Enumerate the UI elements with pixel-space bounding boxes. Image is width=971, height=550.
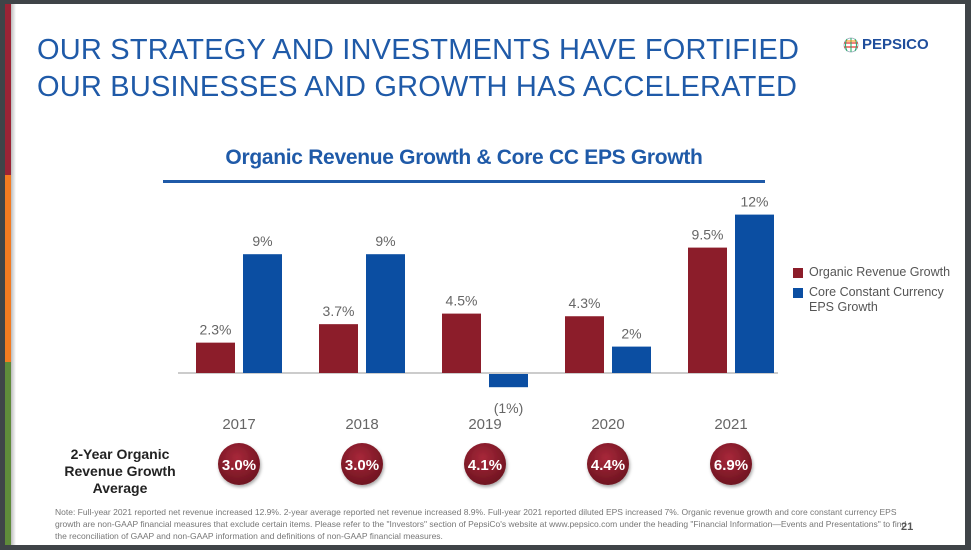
legend-label-eps: Core Constant Currency EPS Growth xyxy=(809,285,944,314)
legend-label-organic: Organic Revenue Growth xyxy=(809,265,951,279)
label-organic-2018: 3.7% xyxy=(323,303,355,319)
average-value-2020: 4.4% xyxy=(591,457,625,474)
x-tick-2021: 2021 xyxy=(714,416,747,433)
bar-organic-2017 xyxy=(196,342,235,373)
legend-item-eps: Core Constant Currency EPS Growth xyxy=(793,285,950,315)
x-tick-2019: 2019 xyxy=(468,416,501,433)
average-circle-2018 xyxy=(341,443,383,485)
label-organic-2019: 4.5% xyxy=(446,293,478,309)
average-value-2019: 4.1% xyxy=(468,457,502,474)
accent-strip-red xyxy=(5,4,11,175)
label-eps-2018: 9% xyxy=(375,233,395,249)
accent-strip-green xyxy=(5,362,11,545)
bar-eps-2019 xyxy=(489,374,528,388)
accent-strip-orange xyxy=(5,175,11,362)
average-circle-2019 xyxy=(464,443,506,485)
bar-eps-2018 xyxy=(366,254,405,373)
legend: Organic Revenue Growth Core Constant Cur… xyxy=(793,265,950,320)
x-tick-2017: 2017 xyxy=(222,416,255,433)
pepsico-logo: PEPSICO xyxy=(843,36,929,53)
legend-item-organic: Organic Revenue Growth xyxy=(793,265,950,280)
label-eps-2017: 9% xyxy=(252,233,272,249)
average-circle-2021 xyxy=(710,443,752,485)
label-eps-2020: 2% xyxy=(621,326,641,342)
average-value-2017: 3.0% xyxy=(222,457,256,474)
slide: OUR STRATEGY AND INVESTMENTS HAVE FORTIF… xyxy=(5,4,965,545)
bar-eps-2017 xyxy=(243,254,282,373)
label-organic-2020: 4.3% xyxy=(569,295,601,311)
x-tick-2020: 2020 xyxy=(591,416,624,433)
average-value-2018: 3.0% xyxy=(345,457,379,474)
logo-text: PEPSICO xyxy=(862,36,929,53)
average-circle-2017 xyxy=(218,443,260,485)
average-label: 2-Year Organic Revenue Growth Average xyxy=(64,446,176,496)
title-underline xyxy=(163,180,765,183)
average-circle-2020 xyxy=(587,443,629,485)
chart-title: Organic Revenue Growth & Core CC EPS Gro… xyxy=(225,146,703,169)
page-number: 21 xyxy=(901,521,914,533)
title-line-1: OUR STRATEGY AND INVESTMENTS HAVE FORTIF… xyxy=(37,34,800,66)
label-organic-2017: 2.3% xyxy=(200,322,232,338)
title-line-2: OUR BUSINESSES AND GROWTH HAS ACCELERATE… xyxy=(37,71,798,103)
average-value-2021: 6.9% xyxy=(714,457,748,474)
slide-title: OUR STRATEGY AND INVESTMENTS HAVE FORTIF… xyxy=(37,32,799,106)
x-tick-2018: 2018 xyxy=(345,416,378,433)
bar-organic-2021 xyxy=(688,247,727,373)
footnote: Note: Full-year 2021 reported net revenu… xyxy=(55,507,907,541)
bar-eps-2020 xyxy=(612,346,651,373)
label-eps-2019: (1%) xyxy=(494,400,524,416)
legend-swatch-eps xyxy=(793,288,803,298)
bar-chart: 2.3% 9% 2017 3.0% 3.7% 9% 2018 3.0% 4.5% (1%)2019… xyxy=(178,194,778,485)
bar-organic-2018 xyxy=(319,324,358,373)
bar-organic-2019 xyxy=(442,313,481,373)
bar-organic-2020 xyxy=(565,316,604,373)
label-eps-2021: 12% xyxy=(740,194,768,210)
bar-eps-2021 xyxy=(735,214,774,373)
pepsico-globe-icon xyxy=(843,37,859,52)
strip-shadow xyxy=(11,4,16,545)
legend-swatch-organic xyxy=(793,268,803,278)
label-organic-2021: 9.5% xyxy=(692,227,724,243)
